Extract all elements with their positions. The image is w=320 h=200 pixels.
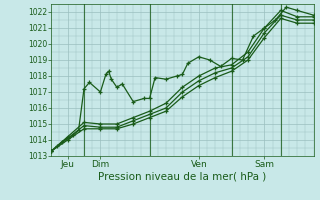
X-axis label: Pression niveau de la mer( hPa ): Pression niveau de la mer( hPa ) (98, 172, 267, 182)
